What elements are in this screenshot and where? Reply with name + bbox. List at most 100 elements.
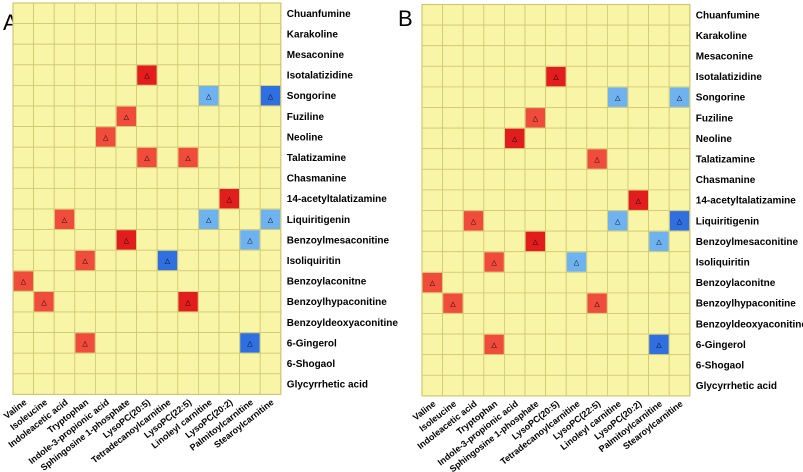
panel-a-heatmap: A△△ △△△△ △△△ △ △△ △△ △△△ △△ △ChuanfumineKarakoli… bbox=[2, 2, 398, 472]
row-label-liquiritigenin: Liquiritigenin bbox=[287, 215, 350, 226]
grid-cell bbox=[156, 126, 179, 148]
grid-cell bbox=[136, 167, 158, 189]
grid-cell bbox=[53, 146, 76, 169]
grid-cell bbox=[648, 127, 670, 150]
grid-cell bbox=[483, 271, 505, 294]
grid-cell bbox=[218, 105, 241, 128]
grid-cell bbox=[12, 2, 35, 25]
grid-cell bbox=[156, 373, 179, 395]
grid-cell bbox=[607, 24, 629, 47]
grid-cell bbox=[33, 105, 55, 128]
triangle-marker-icon: △ bbox=[533, 114, 539, 122]
triangle-marker-icon: △ bbox=[124, 113, 130, 121]
grid-cell bbox=[586, 127, 608, 150]
heatmap-cell-isotalatizidine-lysopc-20-5 bbox=[137, 65, 157, 85]
grid-cell bbox=[74, 352, 96, 375]
grid-cell bbox=[668, 4, 691, 26]
grid-cell bbox=[627, 86, 650, 108]
grid-cell bbox=[95, 64, 117, 86]
grid-cell bbox=[545, 4, 567, 26]
grid-cell bbox=[668, 24, 691, 47]
grid-cell bbox=[462, 168, 485, 191]
grid-cell bbox=[218, 2, 241, 25]
grid-cell bbox=[259, 43, 282, 66]
row-label-6-gingerol: 6-Gingerol bbox=[287, 338, 337, 349]
grid-cell bbox=[503, 271, 526, 294]
grid-cell bbox=[668, 313, 691, 335]
grid-cell bbox=[177, 85, 199, 107]
grid-cell bbox=[156, 187, 179, 210]
triangle-marker-icon: △ bbox=[677, 94, 683, 102]
grid-cell bbox=[442, 4, 464, 26]
grid-cell bbox=[462, 107, 485, 129]
triangle-marker-icon: △ bbox=[594, 156, 600, 164]
triangle-marker-icon: △ bbox=[144, 72, 150, 80]
grid-cell bbox=[12, 187, 35, 210]
grid-cell bbox=[503, 210, 526, 232]
grid-cell bbox=[177, 187, 199, 210]
grid-cell bbox=[95, 187, 117, 210]
panel-b-heatmap: B △ △ △ △ △ △ △ △ △ △ △ △ △ △ △ △ △ △ △ Chuanfumine Karakolin… bbox=[398, 3, 803, 472]
grid-cell bbox=[177, 352, 199, 375]
grid-cell bbox=[442, 86, 464, 108]
grid-cell bbox=[218, 352, 241, 375]
grid-cell bbox=[503, 107, 526, 129]
grid-cell bbox=[177, 249, 199, 272]
grid-cell bbox=[421, 374, 444, 397]
grid-cell bbox=[545, 210, 567, 232]
triangle-marker-icon: △ bbox=[615, 94, 621, 102]
grid-cell bbox=[115, 43, 138, 66]
heatmap-cell-liquiritigenin-indoleacetic-acid bbox=[463, 211, 484, 231]
grid-cell bbox=[74, 187, 96, 210]
grid-cell bbox=[565, 230, 588, 253]
row-label-benzoylhypaconitine: Benzoylhypaconitine bbox=[287, 297, 387, 308]
grid-cell bbox=[648, 45, 670, 67]
grid-cell bbox=[259, 2, 282, 25]
grid-cell bbox=[442, 189, 464, 211]
grid-cell bbox=[74, 105, 96, 128]
grid-cell bbox=[136, 229, 158, 251]
row-label-isoliquiritin: Isoliquiritin bbox=[287, 256, 341, 267]
grid-cell bbox=[239, 43, 261, 66]
heatmap-cell-14-acetyltalatizamine-lysopc-20-2 bbox=[628, 190, 648, 210]
grid-cell bbox=[259, 373, 282, 395]
grid-cell bbox=[442, 65, 464, 88]
grid-cell bbox=[136, 373, 158, 395]
grid-cell bbox=[607, 374, 629, 397]
row-label-mesaconine: Mesaconine bbox=[696, 52, 754, 63]
grid-cell bbox=[648, 251, 670, 273]
grid-cell bbox=[627, 313, 650, 335]
grid-cell bbox=[668, 271, 691, 294]
grid-cell bbox=[115, 290, 138, 313]
grid-cell bbox=[239, 126, 261, 148]
grid-cell bbox=[627, 148, 650, 170]
grid-cell bbox=[442, 127, 464, 150]
grid-cell bbox=[442, 107, 464, 129]
grid-cell bbox=[483, 148, 505, 170]
grid-cell bbox=[503, 333, 526, 356]
triangle-marker-icon: △ bbox=[574, 259, 580, 267]
heatmap-cell-isotalatizidine-lysopc-20-5 bbox=[546, 66, 566, 87]
grid-cell bbox=[524, 333, 547, 356]
grid-cell bbox=[442, 210, 464, 232]
row-label-neoline: Neoline bbox=[287, 132, 324, 143]
row-label-benzoylmesaconitine: Benzoylmesaconitine bbox=[287, 235, 390, 246]
grid-cell bbox=[12, 105, 35, 128]
triangle-marker-icon: △ bbox=[656, 238, 662, 246]
grid-cell bbox=[565, 354, 588, 376]
grid-cell bbox=[259, 311, 282, 334]
triangle-marker-icon: △ bbox=[491, 259, 497, 267]
grid-cell bbox=[115, 270, 138, 292]
grid-cell bbox=[483, 86, 505, 108]
grid-cell bbox=[53, 332, 76, 354]
heatmap-cell-benzoylmesaconitine-sphingosine-1-phosphate bbox=[116, 230, 136, 250]
row-label-6-shogaol: 6-Shogaol bbox=[287, 359, 336, 370]
grid-cell bbox=[74, 85, 96, 107]
grid-cell bbox=[607, 148, 629, 170]
grid-cell bbox=[503, 189, 526, 211]
grid-cell bbox=[95, 167, 117, 189]
grid-cell bbox=[648, 374, 670, 397]
grid-cell bbox=[136, 43, 158, 66]
grid-cell bbox=[627, 4, 650, 26]
grid-cell bbox=[239, 146, 261, 169]
